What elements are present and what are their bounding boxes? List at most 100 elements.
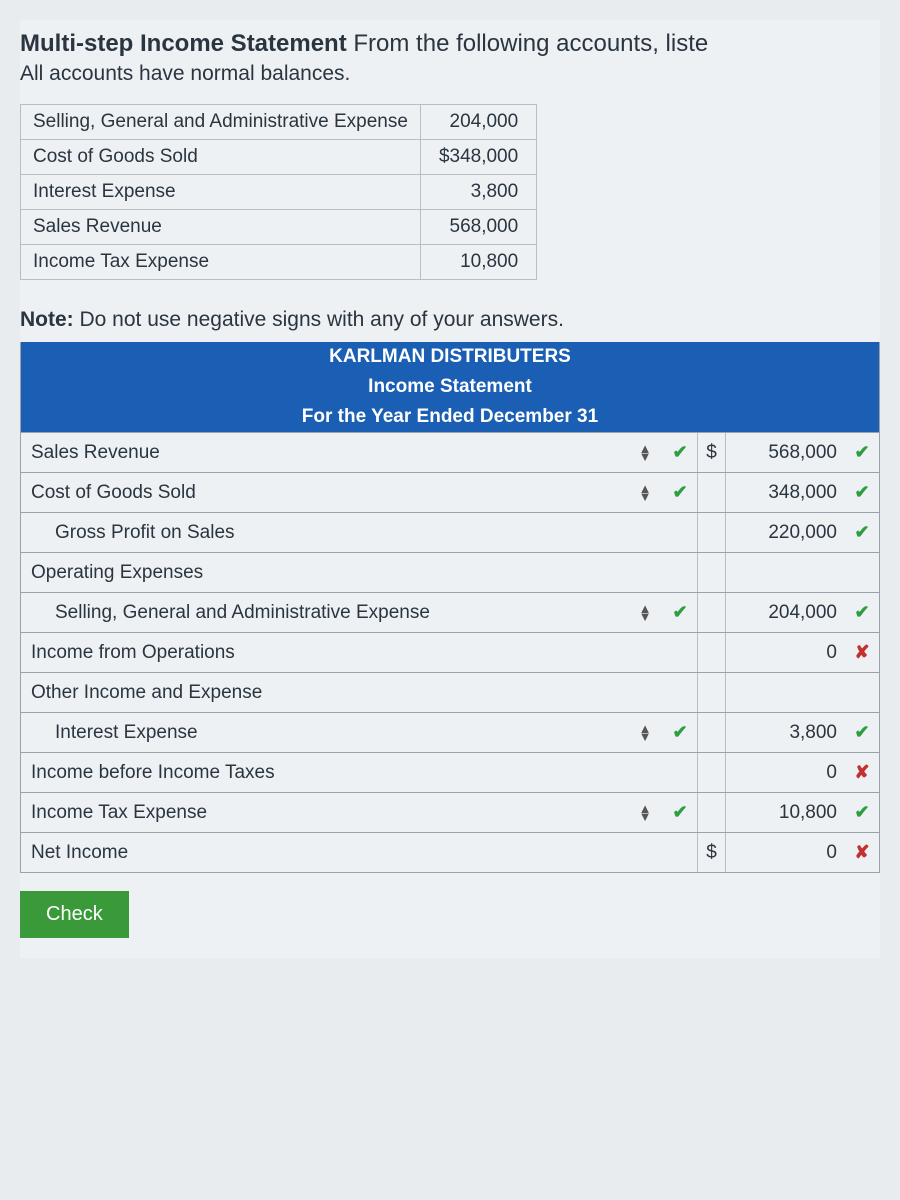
statement-value-input[interactable]: 204,000 [725,593,845,632]
check-icon: ✔ [845,793,879,832]
mark-placeholder [663,673,697,712]
mark-placeholder [845,673,879,712]
statement-title: Income Statement [21,372,879,402]
account-value: 10,800 [420,245,536,280]
check-icon: ✔ [663,433,697,472]
note-bold: Note: [20,308,74,331]
statement-row: Selling, General and Administrative Expe… [21,592,879,632]
check-icon: ✔ [663,713,697,752]
statement-value-input[interactable]: 3,800 [725,713,845,752]
statement-header: KARLMAN DISTRIBUTERS Income Statement Fo… [21,342,879,432]
check-icon: ✔ [845,433,879,472]
accounts-table: Selling, General and Administrative Expe… [20,104,537,280]
statement-row-label: Income before Income Taxes [21,753,627,792]
table-row: Income Tax Expense10,800 [21,245,537,280]
account-label: Interest Expense [21,175,421,210]
sort-icon[interactable]: ▲▼ [627,433,663,472]
note-rest: Do not use negative signs with any of yo… [74,308,564,331]
statement-value-input[interactable] [725,673,845,712]
sort-icon [627,753,663,792]
account-label: Income Tax Expense [21,245,421,280]
income-statement: KARLMAN DISTRIBUTERS Income Statement Fo… [20,342,880,873]
dollar-sign [697,513,725,552]
dollar-sign [697,793,725,832]
dollar-sign [697,553,725,592]
sort-icon [627,673,663,712]
statement-row-label[interactable]: Selling, General and Administrative Expe… [21,593,627,632]
statement-row-label[interactable]: Interest Expense [21,713,627,752]
sort-icon[interactable]: ▲▼ [627,793,663,832]
mark-placeholder [663,833,697,872]
account-label: Selling, General and Administrative Expe… [21,105,421,140]
statement-row-label[interactable]: Cost of Goods Sold [21,473,627,512]
dollar-sign: $ [697,833,725,872]
account-value: 204,000 [420,105,536,140]
statement-row: Interest Expense▲▼✔3,800✔ [21,712,879,752]
dollar-sign [697,633,725,672]
table-row: Interest Expense3,800 [21,175,537,210]
statement-value-input[interactable]: 0 [725,753,845,792]
check-icon: ✔ [663,473,697,512]
check-button[interactable]: Check [20,891,129,938]
statement-row: Sales Revenue▲▼✔$568,000✔ [21,432,879,472]
mark-placeholder [663,513,697,552]
statement-company: KARLMAN DISTRIBUTERS [21,342,879,372]
note-text: Note: Do not use negative signs with any… [20,308,880,332]
mark-placeholder [663,633,697,672]
statement-row-label[interactable]: Sales Revenue [21,433,627,472]
mark-placeholder [663,553,697,592]
page-title: Multi-step Income Statement From the fol… [20,30,880,58]
sort-icon [627,833,663,872]
account-value: 3,800 [420,175,536,210]
table-row: Selling, General and Administrative Expe… [21,105,537,140]
dollar-sign [697,593,725,632]
statement-value-input[interactable] [725,553,845,592]
statement-value-input[interactable]: 10,800 [725,793,845,832]
sort-icon [627,553,663,592]
dollar-sign: $ [697,433,725,472]
statement-value-input[interactable]: 568,000 [725,433,845,472]
table-row: Sales Revenue568,000 [21,210,537,245]
statement-row: Cost of Goods Sold▲▼✔348,000✔ [21,472,879,512]
statement-row-label: Other Income and Expense [21,673,627,712]
statement-period: For the Year Ended December 31 [21,402,879,432]
statement-row: Net Income$0✘ [21,832,879,872]
check-icon: ✔ [845,473,879,512]
account-value: $348,000 [420,140,536,175]
statement-row-label: Income from Operations [21,633,627,672]
check-icon: ✔ [845,513,879,552]
cross-icon: ✘ [845,753,879,792]
account-label: Sales Revenue [21,210,421,245]
dollar-sign [697,473,725,512]
statement-row: Operating Expenses [21,552,879,592]
dollar-sign [697,753,725,792]
account-value: 568,000 [420,210,536,245]
statement-row-label[interactable]: Income Tax Expense [21,793,627,832]
statement-row: Income before Income Taxes 0✘ [21,752,879,792]
account-label: Cost of Goods Sold [21,140,421,175]
statement-row: Other Income and Expense [21,672,879,712]
sort-icon [627,633,663,672]
statement-value-input[interactable]: 0 [725,833,845,872]
statement-value-input[interactable]: 0 [725,633,845,672]
mark-placeholder [845,553,879,592]
statement-row: Income from Operations 0✘ [21,632,879,672]
page-subtitle: All accounts have normal balances. [20,62,880,86]
dollar-sign [697,713,725,752]
sort-icon[interactable]: ▲▼ [627,713,663,752]
sort-icon[interactable]: ▲▼ [627,473,663,512]
statement-value-input[interactable]: 220,000 [725,513,845,552]
cross-icon: ✘ [845,633,879,672]
check-icon: ✔ [845,713,879,752]
statement-row: Gross Profit on Sales 220,000✔ [21,512,879,552]
title-rest: From the following accounts, liste [347,30,709,57]
statement-value-input[interactable]: 348,000 [725,473,845,512]
check-icon: ✔ [663,793,697,832]
statement-row-label: Gross Profit on Sales [21,513,627,552]
mark-placeholder [663,753,697,792]
cross-icon: ✘ [845,833,879,872]
sort-icon[interactable]: ▲▼ [627,593,663,632]
statement-row-label: Operating Expenses [21,553,627,592]
check-icon: ✔ [663,593,697,632]
dollar-sign [697,673,725,712]
